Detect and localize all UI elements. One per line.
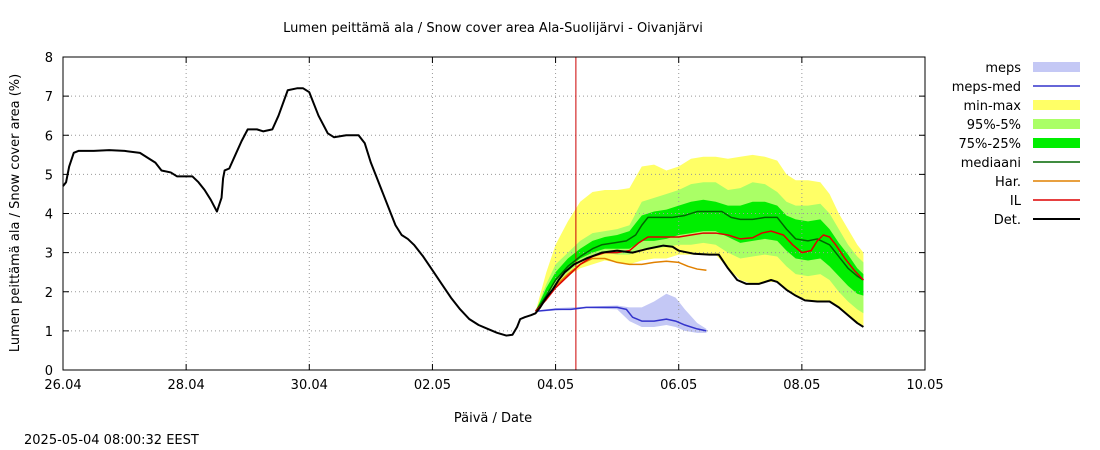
- x-tick-label: 06.05: [660, 378, 697, 393]
- x-axis-label: Päivä / Date: [454, 411, 532, 426]
- x-tick-label: 26.04: [44, 378, 81, 393]
- y-tick-label: 1: [45, 325, 53, 340]
- x-tick-label: 08.05: [783, 378, 820, 393]
- line-layer: [62, 57, 864, 370]
- legend-swatch-minmax: [1033, 100, 1080, 110]
- y-tick-label: 5: [45, 168, 53, 183]
- x-tick-label: 02.05: [414, 378, 451, 393]
- x-tick-label: 10.05: [906, 378, 943, 393]
- legend-label-meps: meps: [985, 61, 1021, 76]
- y-tick-label: 6: [45, 129, 53, 144]
- legend-swatch-p95_5: [1033, 119, 1080, 129]
- legend-label-il: IL: [1010, 194, 1022, 209]
- band-meps: [535, 293, 707, 333]
- band-layer: [535, 154, 864, 333]
- series-har: [534, 257, 707, 312]
- legend: meps meps-med min-max 95%-5% 75%-25% mediaani…: [952, 61, 1080, 228]
- axes-layer: 0 1 2 3 4 5 6 7 8 26.04 28.04 30.04 02.05 04.05 06.05 0…: [44, 51, 943, 393]
- y-tick-label: 7: [45, 90, 53, 105]
- series-det: [62, 87, 864, 337]
- y-tick-label: 3: [45, 247, 53, 262]
- x-tick-label: 04.05: [537, 378, 574, 393]
- x-tick-label: 30.04: [291, 378, 328, 393]
- legend-swatch-meps: [1033, 62, 1080, 72]
- y-axis-label: Lumen peittämä ala / Snow cover area (%): [8, 74, 23, 352]
- chart-title: Lumen peittämä ala / Snow cover area Ala…: [283, 21, 703, 36]
- y-tick-label: 0: [45, 364, 53, 379]
- legend-label-har: Har.: [995, 175, 1021, 190]
- legend-label-p75_25: 75%-25%: [959, 137, 1021, 152]
- y-tick-label: 2: [45, 286, 53, 301]
- x-tick-label: 28.04: [168, 378, 205, 393]
- series-mediaani: [534, 210, 864, 312]
- legend-swatch-p75_25: [1033, 138, 1080, 148]
- band-p75_25: [535, 199, 864, 312]
- legend-label-det: Det.: [994, 213, 1021, 228]
- y-tick-label: 8: [45, 51, 53, 66]
- legend-label-meps_med: meps-med: [952, 80, 1021, 95]
- grid-layer: [63, 57, 925, 370]
- y-tick-label: 4: [45, 208, 53, 223]
- series-meps_med: [535, 306, 707, 332]
- legend-label-minmax: min-max: [963, 99, 1021, 114]
- legend-label-p95_5: 95%-5%: [967, 118, 1021, 133]
- timestamp: 2025-05-04 08:00:32 EEST: [24, 433, 199, 448]
- legend-label-mediaani: mediaani: [961, 156, 1021, 171]
